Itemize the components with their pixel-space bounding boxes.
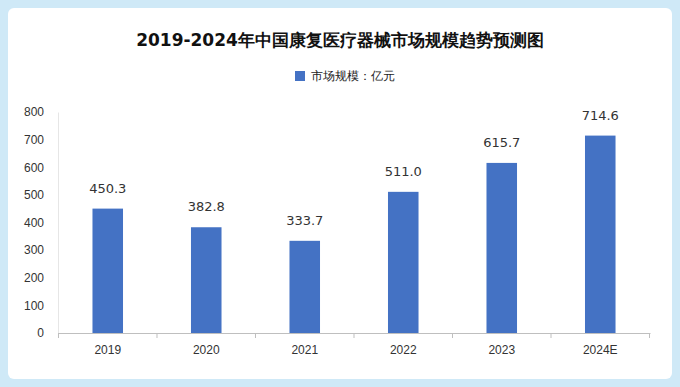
y-tick-label: 600 — [24, 161, 44, 175]
y-tick-label: 500 — [24, 188, 44, 202]
card — [8, 8, 672, 379]
data-label: 615.7 — [483, 135, 520, 150]
chart: 2019-2024年中国康复医疗器械市场规模趋势预测图市场规模：亿元 0 100 20… — [0, 0, 680, 387]
y-tick-label: 300 — [24, 243, 44, 257]
x-tick: 2023 — [488, 333, 515, 357]
y-tick: 500 — [24, 188, 58, 202]
x-separator — [649, 333, 650, 338]
y-tick-label: 0 — [37, 326, 44, 340]
data-label: 333.7 — [286, 213, 323, 228]
y-tick-label: 700 — [24, 133, 44, 147]
data-label: 714.6 — [582, 108, 619, 123]
data-label: 382.8 — [188, 199, 225, 214]
data-labels: 450.3 382.8 333.7 511.0 615.7 714.6 — [89, 108, 619, 228]
y-tick-label: 800 — [24, 105, 44, 119]
x-separators — [58, 333, 649, 338]
bar — [486, 163, 517, 333]
bar — [289, 241, 320, 333]
y-tick: 300 — [24, 243, 58, 257]
x-tick: 2019 — [94, 333, 121, 357]
legend: 市场规模：亿元 — [295, 69, 395, 83]
x-separator — [156, 333, 157, 338]
x-tick: 2022 — [390, 333, 417, 357]
y-axis-line — [58, 113, 59, 334]
bar — [92, 209, 123, 333]
y-tick: 400 — [24, 216, 58, 230]
x-tick-label: 2021 — [291, 343, 318, 357]
x-axis: 2019 2020 2021 2022 2023 2024E — [59, 333, 651, 357]
bar — [191, 227, 222, 333]
x-separator — [452, 333, 453, 338]
x-tick-label: 2020 — [193, 343, 220, 357]
frame — [0, 0, 680, 387]
y-tick: 0 — [37, 326, 58, 340]
x-tick-label: 2024E — [583, 343, 618, 357]
x-tick-label: 2023 — [488, 343, 515, 357]
x-tick-label: 2022 — [390, 343, 417, 357]
x-tick: 2021 — [291, 333, 318, 357]
y-tick-label: 100 — [24, 299, 44, 313]
bar — [585, 136, 616, 333]
title: 2019-2024年中国康复医疗器械市场规模趋势预测图 — [136, 30, 544, 50]
x-tick: 2024E — [583, 333, 618, 357]
legend-swatch — [295, 71, 305, 81]
data-label: 450.3 — [89, 181, 126, 196]
x-separator — [255, 333, 256, 338]
y-tick-label: 400 — [24, 216, 44, 230]
data-label: 511.0 — [385, 164, 422, 179]
x-tick: 2020 — [193, 333, 220, 357]
y-tick: 100 — [24, 299, 58, 313]
y-tick-label: 200 — [24, 271, 44, 285]
y-tick: 200 — [24, 271, 58, 285]
y-tick: 600 — [24, 161, 58, 175]
legend-label: 市场规模：亿元 — [311, 69, 395, 83]
y-tick: 700 — [24, 133, 58, 147]
x-separator — [551, 333, 552, 338]
y-tick: 800 — [24, 105, 58, 119]
y-axis: 0 100 200 300 400 500 600 700 800 — [24, 105, 59, 340]
bar — [388, 192, 419, 333]
x-separator — [58, 333, 59, 338]
x-separator — [354, 333, 355, 338]
x-tick-label: 2019 — [94, 343, 121, 357]
bars — [92, 136, 615, 333]
